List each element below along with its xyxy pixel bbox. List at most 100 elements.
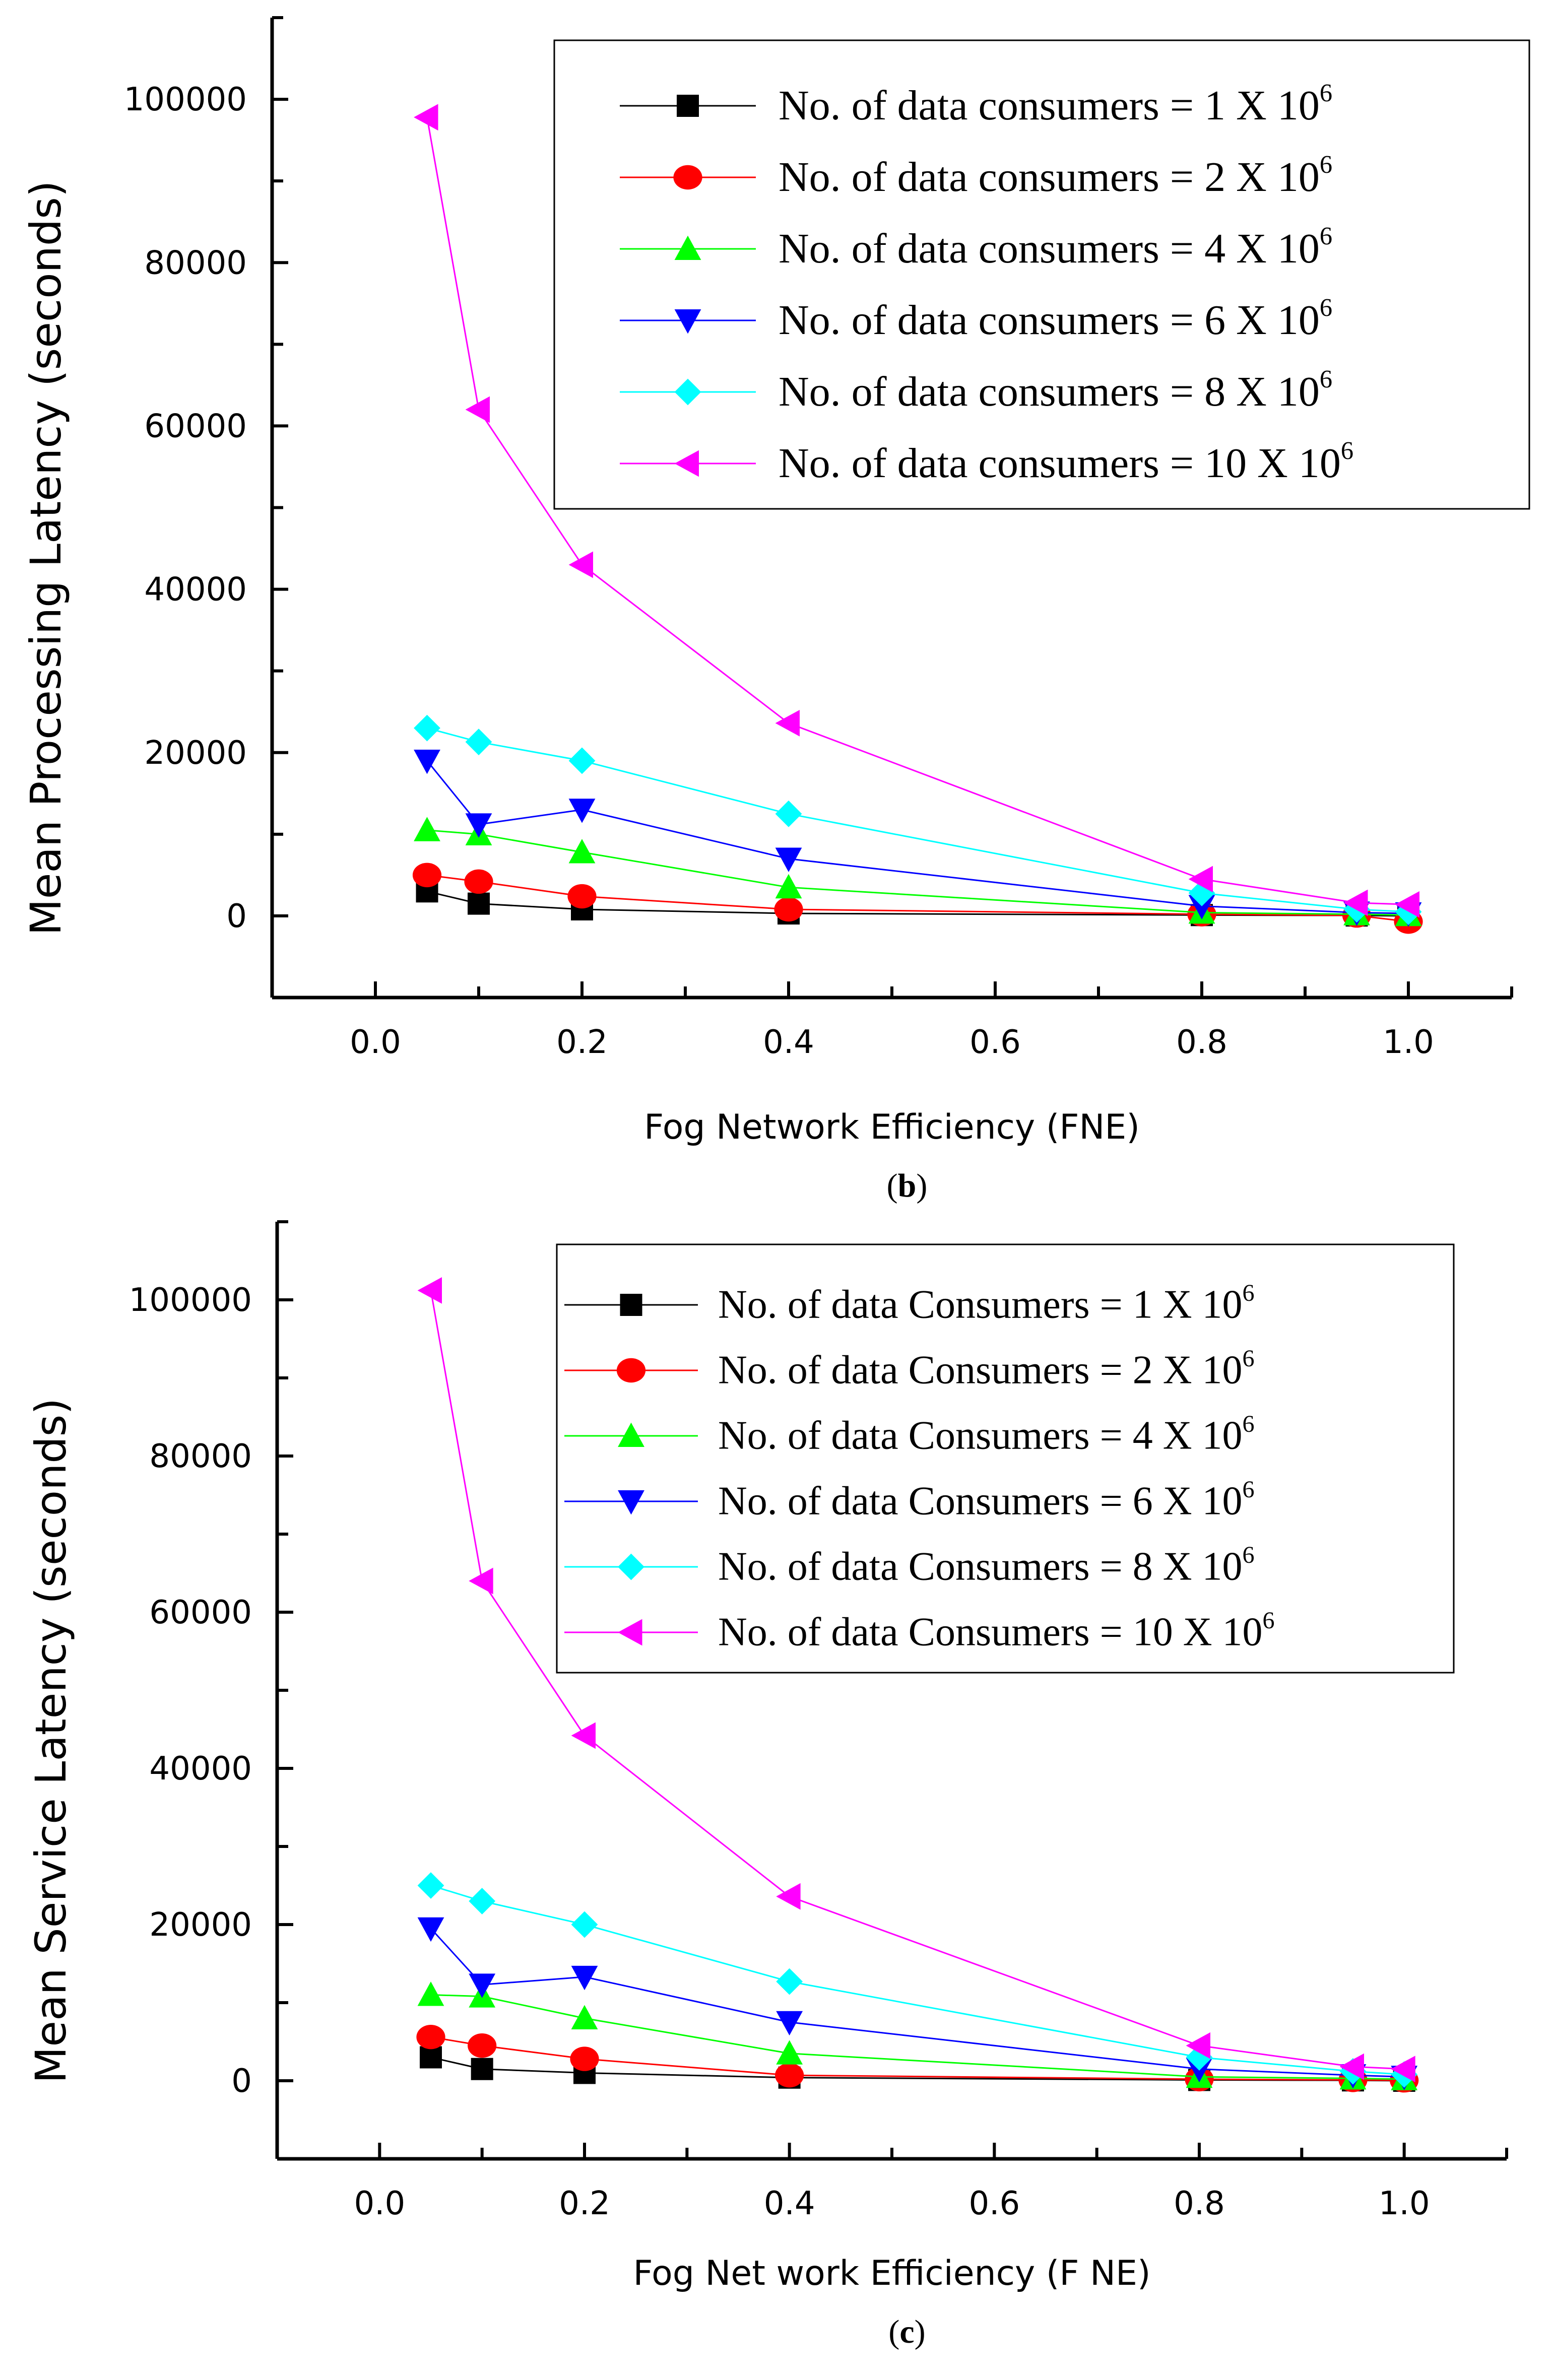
legend-entry: No. of data consumers = 4 X 106 bbox=[620, 222, 1332, 272]
data-point bbox=[465, 813, 492, 838]
data-point bbox=[471, 2058, 493, 2080]
data-point bbox=[469, 1567, 493, 1595]
legend: No. of data Consumers = 1 X 106 No. of da… bbox=[556, 1243, 1455, 1674]
y-tick-label: 80000 bbox=[149, 1438, 252, 1475]
data-point bbox=[417, 1917, 444, 1942]
legend-marker bbox=[674, 235, 701, 260]
legend-marker bbox=[674, 450, 699, 477]
data-point bbox=[775, 847, 802, 872]
legend-marker bbox=[674, 309, 701, 334]
legend-exponent: 6 bbox=[1320, 151, 1332, 179]
y-tick-label: 80000 bbox=[144, 244, 247, 282]
legend-entry: No. of data Consumers = 6 X 106 bbox=[564, 1476, 1255, 1524]
data-point bbox=[774, 897, 803, 922]
data-point bbox=[469, 1973, 496, 1998]
data-point bbox=[567, 884, 597, 909]
x-tick-label: 0.6 bbox=[969, 1024, 1021, 1061]
x-tick-label: 0.2 bbox=[559, 2185, 610, 2222]
legend-marker bbox=[620, 1294, 642, 1316]
legend-entry: No. of data Consumers = 1 X 106 bbox=[564, 1280, 1255, 1327]
data-point bbox=[568, 747, 596, 774]
legend-label: No. of data Consumers = 4 X 106 bbox=[718, 1411, 1255, 1458]
data-point bbox=[412, 863, 442, 888]
legend-entry: No. of data Consumers = 4 X 106 bbox=[564, 1411, 1255, 1458]
data-point bbox=[776, 2011, 803, 2036]
legend-entry: No. of data Consumers = 2 X 106 bbox=[564, 1345, 1255, 1393]
legend-marker bbox=[618, 1619, 642, 1646]
data-point bbox=[417, 1277, 442, 1304]
chart-panel-b: 0 20000 40000 60000 80000 100000 0.0 0.2 0.4 0.6 0… bbox=[21, 16, 1530, 1204]
y-tick-label: 60000 bbox=[149, 1594, 252, 1631]
x-tick-label: 0.2 bbox=[556, 1024, 608, 1061]
data-point bbox=[571, 2005, 598, 2029]
data-point bbox=[776, 2040, 803, 2065]
legend-box bbox=[556, 1243, 1455, 1674]
y-tick-label: 40000 bbox=[149, 1750, 252, 1788]
legend-exponent: 6 bbox=[1243, 1280, 1255, 1306]
legend-exponent: 6 bbox=[1341, 437, 1353, 465]
legend-label: No. of data consumers = 2 X 106 bbox=[779, 151, 1332, 201]
series-6 bbox=[417, 1277, 1415, 2083]
data-point bbox=[776, 1968, 803, 1995]
data-point bbox=[571, 1911, 598, 1938]
x-tick-label: 0.0 bbox=[354, 2185, 405, 2222]
legend: No. of data consumers = 1 X 106 No. of da… bbox=[553, 39, 1530, 510]
chart-panel-c: 0 20000 40000 60000 80000 100000 0.0 0.2 0.4 0.6 0… bbox=[26, 1220, 1508, 2350]
data-point bbox=[469, 1888, 496, 1914]
legend-label: No. of data Consumers = 8 X 106 bbox=[718, 1542, 1255, 1589]
data-point bbox=[1339, 2053, 1364, 2080]
data-point bbox=[570, 2046, 599, 2071]
data-point bbox=[468, 2033, 497, 2058]
data-point bbox=[775, 710, 800, 737]
caption-letter: b bbox=[898, 1167, 917, 1204]
y-axis-label: Mean Processing Latency (seconds) bbox=[21, 180, 71, 935]
data-point bbox=[420, 2046, 442, 2069]
x-tick-label: 1.0 bbox=[1383, 1024, 1434, 1061]
legend-label: No. of data consumers = 6 X 106 bbox=[779, 294, 1332, 344]
legend-exponent: 6 bbox=[1243, 1411, 1255, 1437]
data-point bbox=[1343, 889, 1368, 916]
data-point bbox=[775, 874, 802, 899]
data-point bbox=[776, 1883, 801, 1910]
data-point bbox=[568, 551, 593, 578]
data-point bbox=[414, 714, 440, 742]
data-point bbox=[414, 749, 440, 774]
y-tick-label: 40000 bbox=[144, 571, 247, 609]
x-tick-label: 0.8 bbox=[1176, 1024, 1227, 1061]
x-tick-label: 0.4 bbox=[763, 1024, 814, 1061]
data-point bbox=[416, 2025, 445, 2050]
data-point bbox=[1186, 2032, 1210, 2059]
legend-label: No. of data consumers = 1 X 106 bbox=[779, 79, 1332, 129]
data-point bbox=[465, 729, 492, 756]
legend-exponent: 6 bbox=[1243, 1345, 1255, 1372]
x-tick-label: 1.0 bbox=[1379, 2185, 1430, 2222]
y-tick-label: 60000 bbox=[144, 408, 247, 445]
legend-marker bbox=[616, 1358, 646, 1383]
x-tick-label: 0.0 bbox=[350, 1024, 401, 1061]
y-tick-label: 0 bbox=[226, 898, 247, 935]
data-point bbox=[464, 869, 493, 894]
legend-entry: No. of data consumers = 8 X 106 bbox=[620, 365, 1332, 415]
legend-marker bbox=[674, 378, 701, 406]
x-axis-label: Fog Net work Efficiency (F NE) bbox=[633, 2254, 1150, 2293]
legend-exponent: 6 bbox=[1320, 79, 1332, 107]
data-point bbox=[1395, 891, 1419, 918]
legend-label: No. of data consumers = 4 X 106 bbox=[779, 222, 1332, 272]
data-point bbox=[775, 800, 802, 827]
y-tick-label: 100000 bbox=[124, 81, 247, 118]
legend-label: No. of data Consumers = 6 X 106 bbox=[718, 1476, 1255, 1524]
data-point bbox=[414, 104, 438, 131]
x-axis-label: Fog Network Efficiency (FNE) bbox=[644, 1107, 1140, 1147]
data-point bbox=[571, 1965, 598, 1991]
data-point bbox=[468, 892, 490, 915]
series-6 bbox=[414, 104, 1419, 918]
legend-marker bbox=[677, 95, 699, 117]
x-tick-label: 0.4 bbox=[764, 2185, 815, 2222]
legend-entry: No. of data Consumers = 10 X 106 bbox=[564, 1607, 1275, 1655]
data-point bbox=[1188, 866, 1213, 893]
legend-box bbox=[553, 39, 1530, 510]
x-tick-label: 0.8 bbox=[1174, 2185, 1225, 2222]
legend-exponent: 6 bbox=[1263, 1607, 1275, 1634]
data-point bbox=[417, 1872, 444, 1899]
